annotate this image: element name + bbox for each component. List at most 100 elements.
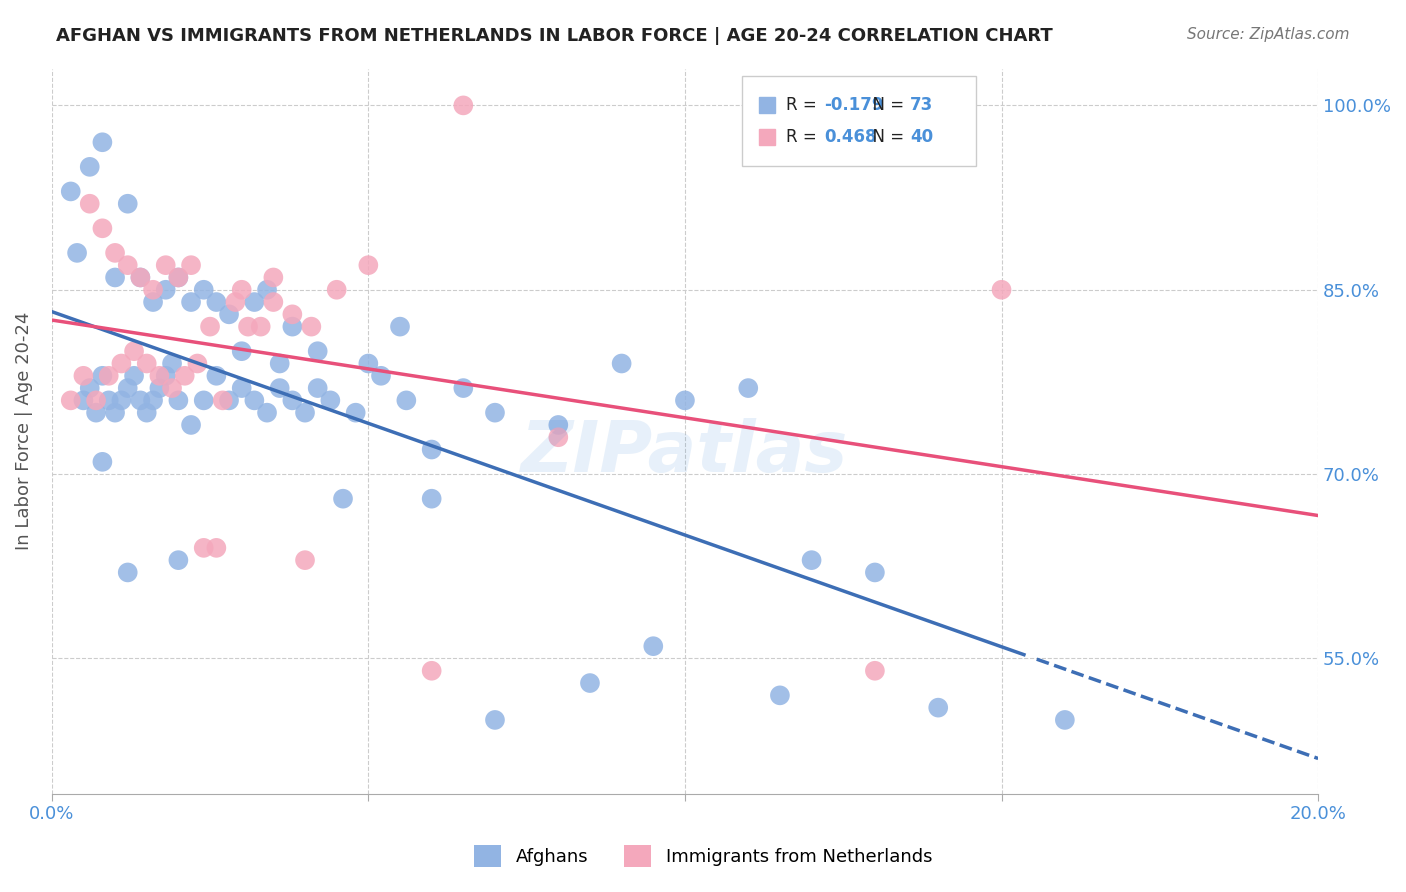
Point: [307, 381, 329, 395]
Point: [610, 357, 633, 371]
Point: [160, 381, 183, 395]
Point: [193, 541, 215, 555]
Point: [193, 393, 215, 408]
Point: [59, 393, 82, 408]
Point: [281, 393, 304, 408]
Point: [104, 270, 127, 285]
Point: [198, 319, 221, 334]
Point: [97, 393, 120, 408]
Point: [129, 270, 152, 285]
Text: R =: R =: [786, 95, 823, 114]
Point: [1053, 713, 1076, 727]
Point: [91, 455, 114, 469]
Point: [84, 393, 107, 408]
Point: [160, 357, 183, 371]
Point: [420, 664, 443, 678]
Point: [167, 553, 190, 567]
Point: [357, 258, 380, 272]
Point: [256, 283, 278, 297]
Point: [79, 196, 101, 211]
Point: [122, 344, 145, 359]
Point: [294, 406, 316, 420]
Point: [484, 713, 506, 727]
Point: [420, 442, 443, 457]
Point: [357, 357, 380, 371]
Point: [863, 664, 886, 678]
Y-axis label: In Labor Force | Age 20-24: In Labor Force | Age 20-24: [15, 312, 32, 550]
Point: [180, 258, 202, 272]
Point: [243, 393, 266, 408]
Point: [59, 185, 82, 199]
Point: [737, 381, 759, 395]
Point: [231, 283, 253, 297]
Point: [91, 221, 114, 235]
Point: [243, 295, 266, 310]
Point: [186, 357, 208, 371]
Text: R =: R =: [786, 128, 823, 146]
Point: [325, 283, 347, 297]
Point: [453, 98, 475, 112]
Point: [122, 368, 145, 383]
Point: [180, 417, 202, 432]
Point: [104, 406, 127, 420]
Text: AFGHAN VS IMMIGRANTS FROM NETHERLANDS IN LABOR FORCE | AGE 20-24 CORRELATION CHA: AFGHAN VS IMMIGRANTS FROM NETHERLANDS IN…: [56, 27, 1053, 45]
Point: [294, 553, 316, 567]
Point: [281, 319, 304, 334]
Point: [673, 393, 696, 408]
Point: [249, 319, 271, 334]
Point: [91, 368, 114, 383]
Legend: Afghans, Immigrants from Netherlands: Afghans, Immigrants from Netherlands: [467, 838, 939, 874]
Point: [453, 381, 475, 395]
Point: [231, 344, 253, 359]
Point: [281, 307, 304, 321]
Text: 73: 73: [910, 95, 934, 114]
Point: [800, 553, 823, 567]
Point: [129, 393, 152, 408]
Point: [180, 295, 202, 310]
Text: 40: 40: [910, 128, 934, 146]
FancyBboxPatch shape: [742, 76, 976, 167]
Point: [484, 406, 506, 420]
Point: [79, 160, 101, 174]
Point: [332, 491, 354, 506]
Point: [110, 357, 132, 371]
Point: [79, 381, 101, 395]
Point: [142, 283, 165, 297]
Point: [769, 689, 792, 703]
Point: [117, 381, 139, 395]
Point: [135, 357, 157, 371]
Point: [256, 406, 278, 420]
Point: [155, 368, 177, 383]
Point: [173, 368, 195, 383]
Point: [91, 135, 114, 149]
Point: [129, 270, 152, 285]
Text: N =: N =: [862, 128, 910, 146]
Point: [218, 307, 240, 321]
Point: [420, 491, 443, 506]
Point: [211, 393, 233, 408]
Point: [224, 295, 246, 310]
Point: [104, 245, 127, 260]
Point: [236, 319, 259, 334]
Point: [117, 196, 139, 211]
Text: Source: ZipAtlas.com: Source: ZipAtlas.com: [1187, 27, 1350, 42]
Point: [117, 258, 139, 272]
Point: [547, 430, 569, 444]
Text: ZIPatlas: ZIPatlas: [522, 418, 849, 487]
Point: [167, 393, 190, 408]
Text: 0.468: 0.468: [824, 128, 877, 146]
Text: -0.179: -0.179: [824, 95, 884, 114]
Point: [643, 639, 665, 653]
Point: [927, 700, 949, 714]
Point: [167, 270, 190, 285]
Point: [72, 368, 94, 383]
Point: [142, 393, 165, 408]
Point: [193, 283, 215, 297]
Point: [990, 283, 1012, 297]
Point: [370, 368, 392, 383]
Point: [395, 393, 418, 408]
Point: [231, 381, 253, 395]
Point: [148, 381, 170, 395]
Point: [319, 393, 342, 408]
Point: [142, 295, 165, 310]
